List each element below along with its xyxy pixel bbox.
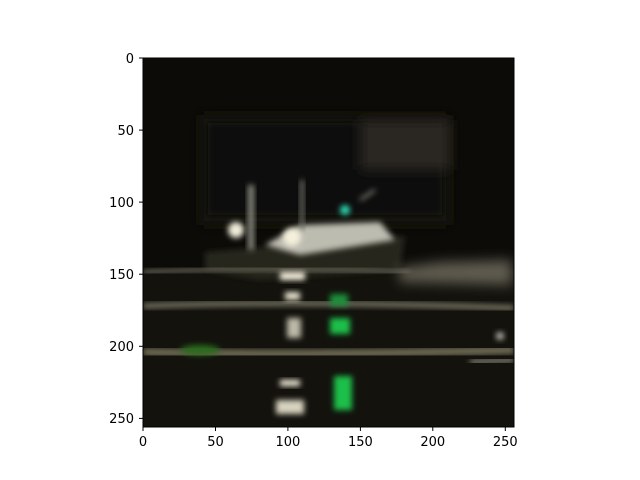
night-harbor-image [143,58,514,427]
y-tick-250: 250 [109,412,134,427]
x-tick-250: 250 [493,435,518,450]
x-tick-50: 50 [207,435,224,450]
light-reflections [180,272,352,414]
y-tick-200: 200 [109,340,134,355]
y-tick-0: 0 [126,52,134,67]
x-tick-150: 150 [348,435,373,450]
y-axis: 0 50 100 150 200 250 [109,52,143,427]
image-border [142,57,515,428]
y-tick-150: 150 [109,268,134,283]
y-tick-50: 50 [117,124,134,139]
x-tick-0: 0 [139,435,147,450]
x-tick-200: 200 [420,435,445,450]
x-tick-100: 100 [275,435,300,450]
y-tick-100: 100 [109,196,134,211]
x-axis: 0 50 100 150 200 250 [139,427,518,450]
